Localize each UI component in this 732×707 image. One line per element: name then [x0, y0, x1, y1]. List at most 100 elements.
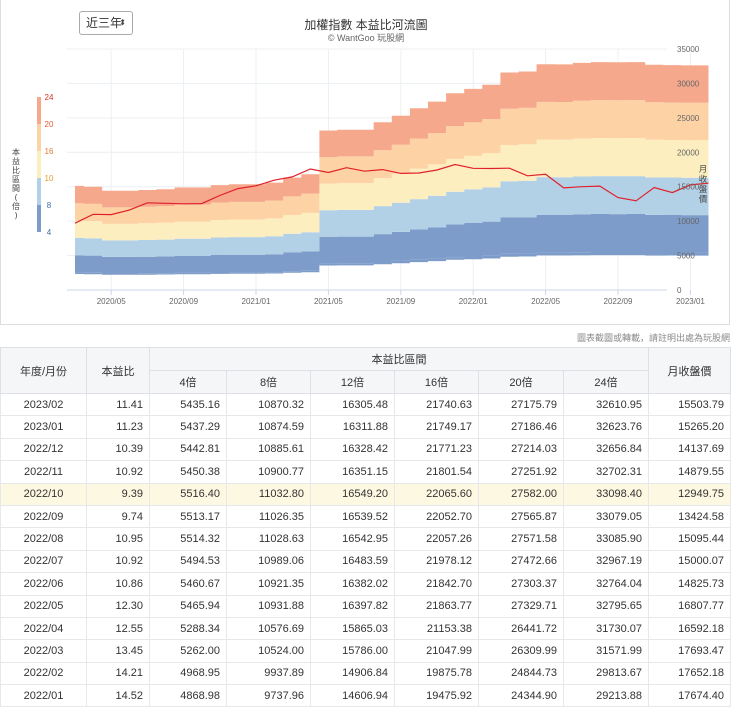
table-row: 2022/07 10.92 5494.53 10989.06 16483.59 21978…: [0, 550, 732, 574]
period-select-value: 近三年: [86, 16, 123, 30]
table-cell: 29813.67: [562, 662, 650, 686]
table-cell: 31730.07: [562, 617, 650, 641]
legend-title-char: 本: [12, 147, 20, 157]
table-cell: 9.39: [86, 483, 150, 506]
table-cell: 9.74: [86, 505, 150, 529]
table-cell: 17652.18: [648, 662, 732, 686]
table-cell: 22065.60: [394, 483, 479, 506]
legend-title-char: 比: [12, 165, 20, 175]
table-cell: 21749.17: [394, 415, 479, 439]
table-cell: 16328.42: [310, 438, 395, 462]
table-cell: 10885.61: [226, 438, 311, 462]
table-cell: 27565.87: [478, 505, 564, 529]
table-cell: 32623.76: [562, 415, 650, 439]
table-cell: 10900.77: [226, 460, 311, 484]
table-cell: 33079.05: [562, 505, 650, 529]
y-axis-title-char: 月: [699, 165, 708, 175]
period-select[interactable]: 近三年 ⬍: [79, 11, 133, 35]
table-cell: 16549.20: [310, 483, 395, 506]
table-cell: 14825.73: [648, 572, 732, 596]
y-tick-label: 5000: [677, 252, 695, 261]
table-cell: 2022/04: [0, 617, 87, 641]
table-cell: 4868.98: [149, 684, 227, 707]
table-cell: 16807.77: [648, 595, 732, 618]
table-cell: 17693.47: [648, 639, 732, 663]
table-cell: 21801.54: [394, 460, 479, 484]
legend-tick-label: 4: [47, 228, 52, 237]
y-axis-title-char: 價: [699, 195, 708, 205]
table-cell: 32702.31: [562, 460, 650, 484]
x-tick-label: 2022/09: [604, 297, 633, 306]
table-cell: 16539.52: [310, 505, 395, 529]
table-cell: 19875.78: [394, 662, 479, 686]
table-cell: 27251.92: [478, 460, 564, 484]
legend-color-segment: [37, 97, 41, 124]
table-cell: 31571.99: [562, 639, 650, 663]
river-chart: 2020/05 2020/09 2021/01 2021/05 2021/09 2022/…: [12, 45, 709, 306]
band-area-4-8: [75, 214, 709, 274]
table-row: 2022/02 14.21 4968.95 9937.89 14906.84 19875.…: [0, 662, 732, 686]
table-cell: 5437.29: [149, 415, 227, 439]
legend-color-segment: [37, 178, 41, 205]
chart-subtitle: © WantGoo 玩股網: [327, 33, 405, 43]
table-cell: 15095.44: [648, 527, 732, 551]
table-cell: 10989.06: [226, 550, 311, 574]
table-cell: 10.95: [86, 527, 150, 551]
x-tick-label: 2021/09: [386, 297, 415, 306]
legend-title-char: ): [14, 211, 17, 220]
table-cell: 19475.92: [394, 684, 479, 707]
table-cell: 5513.17: [149, 505, 227, 529]
table-cell: 15786.00: [310, 639, 395, 663]
x-tick-label: 2020/05: [97, 297, 126, 306]
band-area-20-24: [75, 62, 709, 208]
header-band-4: 4倍: [149, 370, 227, 394]
legend-title-char: (: [14, 193, 17, 202]
table-row: 2022/12 10.39 5442.81 10885.61 16328.42 21771…: [0, 438, 732, 462]
table-cell: 2022/10: [0, 483, 87, 506]
table-cell: 12.55: [86, 617, 150, 641]
table-cell: 2022/03: [0, 639, 87, 663]
table-row: 2023/01 11.23 5437.29 10874.59 16311.88 21749…: [0, 415, 732, 439]
x-tick-label: 2021/05: [314, 297, 343, 306]
table-cell: 9737.96: [226, 684, 311, 707]
table-cell: 11.41: [86, 393, 150, 417]
table-cell: 14137.69: [648, 438, 732, 462]
table-cell: 11026.35: [226, 505, 311, 529]
header-band-24: 24倍: [562, 370, 650, 394]
y-tick-label: 0: [677, 286, 682, 295]
copyright-note: 圖表截圖或轉載，請註明出處為玩股網: [576, 333, 730, 343]
table-cell: 15865.03: [310, 617, 395, 641]
header-band-12: 12倍: [310, 370, 395, 394]
table-cell: 2023/01: [0, 415, 87, 439]
table-cell: 10.39: [86, 438, 150, 462]
table-cell: 14.21: [86, 662, 150, 686]
table-cell: 2022/05: [0, 595, 87, 618]
header-band-group: 本益比區間: [148, 347, 650, 371]
band-area-base: [75, 252, 709, 275]
legend-color-segment: [37, 124, 41, 151]
table-cell: 17674.40: [648, 684, 732, 707]
table-body: 2023/02 11.41 5435.16 10870.32 16305.48 21740…: [0, 393, 732, 707]
y-tick-label: 10000: [677, 217, 700, 226]
table-cell: 5460.67: [149, 572, 227, 596]
table-cell: 27582.00: [478, 483, 564, 506]
table-cell: 26441.72: [478, 617, 564, 641]
header-period: 年度/月份: [0, 347, 87, 394]
chart-panel: 2020/05 2020/09 2021/01 2021/05 2021/09 2022/…: [0, 0, 730, 325]
table-cell: 5435.16: [149, 393, 227, 417]
table-cell: 2022/11: [0, 460, 87, 484]
table-cell: 5262.00: [149, 639, 227, 663]
x-tick-label: 2022/05: [531, 297, 560, 306]
table-cell: 5450.38: [149, 460, 227, 484]
table-cell: 16542.95: [310, 527, 395, 551]
table-cell: 10.92: [86, 460, 150, 484]
table-cell: 14.52: [86, 684, 150, 707]
table-row: 2023/02 11.41 5435.16 10870.32 16305.48 21740…: [0, 393, 732, 417]
table-cell: 10921.35: [226, 572, 311, 596]
table-cell: 24344.90: [478, 684, 564, 707]
x-tick-label: 2022/01: [459, 297, 488, 306]
y-tick-label: 25000: [677, 114, 700, 123]
legend-tick-label: 20: [45, 120, 54, 129]
table-cell: 2022/08: [0, 527, 87, 551]
table-cell: 5465.94: [149, 595, 227, 618]
